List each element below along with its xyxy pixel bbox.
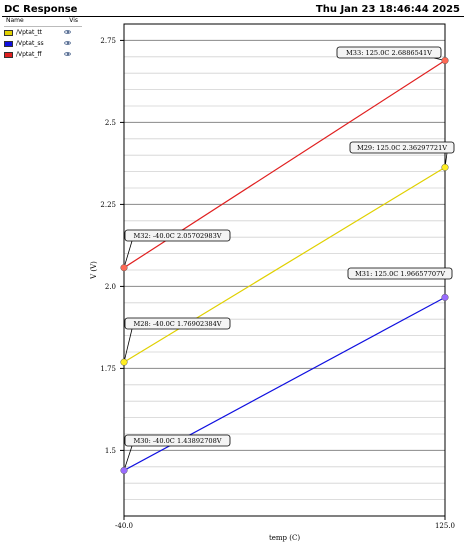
legend-item-vptat-ff[interactable]: /Vptat_ff xyxy=(4,49,82,60)
x-axis-label: temp (C) xyxy=(269,534,300,542)
visibility-eye-icon[interactable] xyxy=(64,41,71,45)
y-tick-label: 2.25 xyxy=(100,201,116,209)
legend-item-label: /Vptat_ff xyxy=(16,51,42,58)
marker-label-box xyxy=(124,434,231,447)
x-tick-label: -40.0 xyxy=(115,522,133,530)
marker-label-box xyxy=(347,267,453,280)
series-line xyxy=(123,166,446,363)
y-tick-label: 1.75 xyxy=(100,365,116,373)
visibility-eye-icon[interactable] xyxy=(64,30,71,34)
marker-label: M32: -40.0C 2.05702983V xyxy=(133,232,221,240)
marker-label-box xyxy=(349,141,455,154)
x-tick-label: 125.0 xyxy=(435,522,455,530)
y-tick-label: 2.5 xyxy=(105,119,116,127)
legend-vis-column: Vis xyxy=(69,17,78,24)
timestamp: Thu Jan 23 18:46:44 2025 xyxy=(315,4,460,15)
marker-label: M33: 125.0C 2.6886541V xyxy=(346,49,432,57)
marker-label: M29: 125.0C 2.36297721V xyxy=(357,144,447,152)
legend-swatch xyxy=(4,52,13,58)
legend-item-label: /Vptat_ss xyxy=(16,40,44,47)
window-title: DC Response xyxy=(4,4,78,15)
marker-label: M30: -40.0C 1.43892708V xyxy=(133,437,221,445)
legend-panel: Name Vis /Vptat_tt /Vptat_ss /Vptat_ff xyxy=(4,17,82,60)
marker-label-box xyxy=(124,229,231,242)
marker-point xyxy=(120,264,128,272)
marker-point xyxy=(120,466,128,474)
marker-annotations: M32: -40.0C 2.05702983V M28: -40.0C 1.769… xyxy=(120,46,455,474)
legend-swatch xyxy=(4,30,13,36)
visibility-eye-icon[interactable] xyxy=(64,52,71,56)
y-tick-label: 1.5 xyxy=(105,447,116,455)
y-axis-label: V (V) xyxy=(90,261,98,280)
legend-item-label: /Vptat_tt xyxy=(16,29,43,36)
marker-point xyxy=(441,56,449,65)
marker-leader-line xyxy=(123,445,133,471)
legend-name-column: Name xyxy=(6,17,24,24)
legend-header: Name Vis xyxy=(4,17,82,27)
x-axis-ticks: -40.0 125.0 xyxy=(115,516,455,530)
legend-swatch xyxy=(4,41,13,47)
marker-leader-line xyxy=(123,328,133,363)
marker-leader-line xyxy=(123,240,133,268)
marker-label-box xyxy=(124,317,231,330)
y-tick-label: 2.75 xyxy=(100,37,116,45)
marker-label: M28: -40.0C 1.76902384V xyxy=(133,320,221,328)
legend-item-vptat-ss[interactable]: /Vptat_ss xyxy=(4,38,82,49)
marker-label-box xyxy=(336,46,442,59)
marker-label: M31: 125.0C 1.96657707V xyxy=(355,270,445,278)
y-tick-label: 2.0 xyxy=(105,283,116,291)
legend-item-vptat-tt[interactable]: /Vptat_tt xyxy=(4,27,82,38)
header-divider xyxy=(2,16,464,17)
marker-point xyxy=(441,163,449,171)
y-axis-ticks: 1.5 1.75 2.0 2.25 2.5 2.75 xyxy=(100,37,124,455)
marker-point xyxy=(441,293,449,301)
marker-point xyxy=(120,358,128,366)
